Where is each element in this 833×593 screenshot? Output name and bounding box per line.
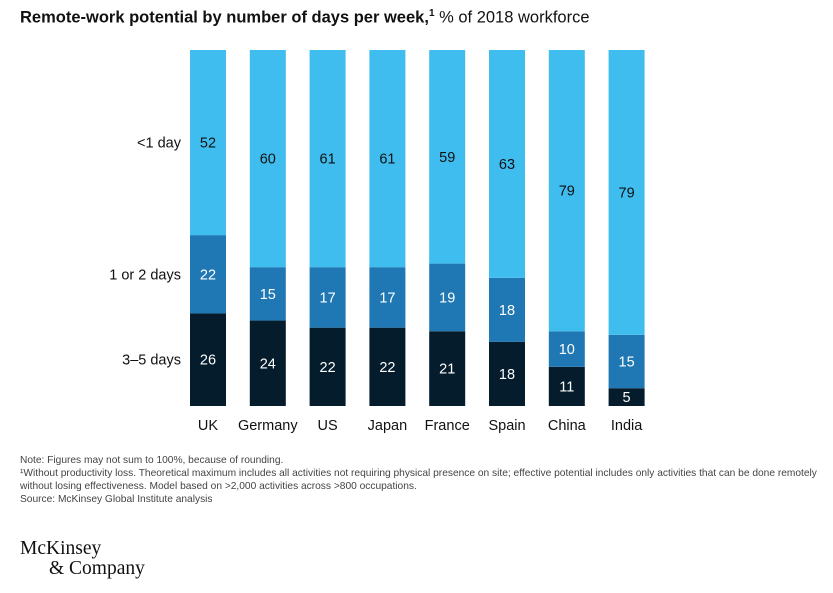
- x-tick-label: Spain: [488, 418, 525, 434]
- x-tick-label: UK: [198, 418, 218, 434]
- stacked-bar-chart: 26 22 52 UK 24 15 60 Germany 22 17 61 US 22 17 61 Japan…: [109, 50, 645, 434]
- data-label: 18: [499, 367, 515, 383]
- chart-title: Remote-work potential by number of days …: [20, 8, 590, 28]
- legend-label: 1 or 2 days: [109, 267, 181, 283]
- data-label: 19: [439, 290, 455, 306]
- bar-segment-us-3: [309, 50, 346, 268]
- data-label: 59: [439, 150, 455, 166]
- data-label: 61: [320, 152, 336, 168]
- bar-segment-uk-1: [190, 313, 226, 406]
- data-label: 22: [200, 267, 216, 283]
- bar-segment-france-2: [429, 263, 466, 332]
- data-label: 17: [320, 290, 336, 306]
- data-label: 5: [623, 390, 631, 406]
- logo-line-2: & Company: [49, 558, 145, 579]
- footnote-text: ¹Without productivity loss. Theoretical …: [20, 468, 817, 492]
- source-text: Source: McKinsey Global Institute analys…: [20, 494, 213, 505]
- bar-segment-uk-2: [190, 235, 226, 314]
- data-label: 22: [320, 360, 336, 376]
- data-label: 52: [200, 136, 216, 152]
- data-label: 15: [260, 287, 276, 303]
- bar-segment-spain-2: [489, 277, 525, 342]
- data-label: 11: [559, 379, 574, 395]
- data-label: 18: [499, 303, 515, 319]
- bar-segment-china-2: [548, 331, 585, 367]
- footnote-mark: 1: [428, 8, 435, 19]
- note-text: Note: Figures may not sum to 100%, becau…: [20, 455, 284, 466]
- x-tick-label: China: [548, 418, 587, 434]
- chart-title-bold: Remote-work potential by number of days …: [20, 8, 429, 27]
- data-label: 22: [379, 360, 395, 376]
- data-label: 61: [379, 152, 395, 168]
- bar-segment-spain-3: [489, 50, 525, 278]
- bar-segment-japan-1: [369, 327, 406, 406]
- data-label: 60: [260, 152, 276, 168]
- bar-segment-germany-3: [249, 50, 286, 268]
- data-label: 10: [559, 342, 575, 358]
- bar-segment-us-2: [309, 267, 346, 328]
- bar-segment-germany-2: [249, 267, 286, 321]
- legend-label: 3–5 days: [122, 353, 181, 369]
- bar-segment-japan-3: [369, 50, 406, 268]
- bar-segment-india-1: [608, 388, 645, 406]
- data-label: 79: [559, 184, 575, 200]
- x-tick-label: US: [318, 418, 338, 434]
- legend-label: <1 day: [137, 136, 182, 152]
- bar-segment-china-1: [548, 366, 585, 406]
- data-label: 17: [379, 290, 395, 306]
- bar-segment-india-3: [608, 50, 645, 335]
- bar-segment-germany-1: [249, 320, 286, 406]
- logo-line-1: McKinsey: [20, 538, 102, 559]
- data-label: 63: [499, 157, 515, 173]
- bar-segment-japan-2: [369, 267, 406, 328]
- bar-segment-india-2: [608, 334, 645, 389]
- bar-segment-spain-1: [489, 341, 525, 406]
- mckinsey-logo: McKinsey & Company: [20, 539, 145, 579]
- x-tick-label: France: [425, 418, 470, 434]
- x-tick-label: India: [611, 418, 643, 434]
- data-label: 24: [260, 356, 276, 372]
- bar-segment-us-1: [309, 327, 346, 406]
- x-tick-label: Japan: [368, 418, 408, 434]
- chart-subtitle: % of 2018 workforce: [439, 8, 590, 27]
- data-label: 15: [619, 355, 635, 371]
- data-label: 21: [439, 362, 455, 378]
- bar-segment-france-3: [429, 50, 466, 264]
- data-label: 79: [619, 185, 635, 201]
- x-tick-label: Germany: [238, 418, 298, 434]
- bar-segment-uk-3: [190, 50, 226, 236]
- bar-segment-france-1: [429, 331, 466, 406]
- data-label: 26: [200, 353, 216, 369]
- chart-notes: Note: Figures may not sum to 100%, becau…: [20, 454, 820, 506]
- bar-segment-china-3: [548, 50, 585, 332]
